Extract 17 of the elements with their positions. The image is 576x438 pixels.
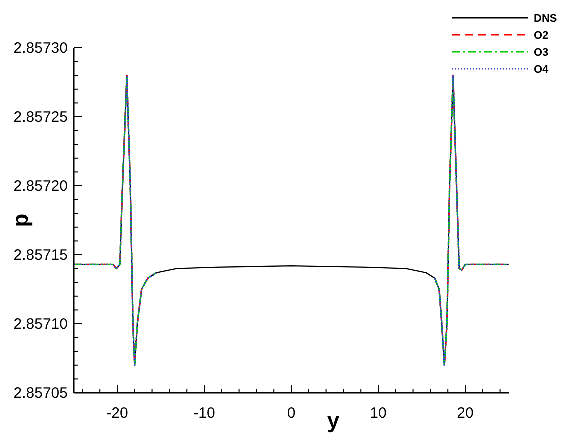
y-tick-label: 2.85725 (14, 109, 68, 126)
y-axis-title: p (8, 214, 33, 228)
x-axis-title: y (327, 408, 340, 433)
y-tick-label: 2.85705 (14, 385, 68, 402)
y-tick-label: 2.85710 (14, 316, 68, 333)
text: DNS (534, 13, 558, 25)
x-tick-label: -20 (106, 405, 128, 422)
x-tick-label: 0 (287, 405, 296, 422)
y-tick-label: 2.85720 (14, 178, 68, 195)
y-tick-label: 2.85715 (14, 247, 68, 264)
x-tick-label: 20 (457, 405, 474, 422)
x-tick-label: -10 (194, 405, 216, 422)
text: O3 (534, 47, 549, 59)
text: O2 (534, 30, 549, 42)
y-tick-label: 2.85730 (14, 40, 68, 57)
text: O4 (534, 64, 550, 76)
x-tick-label: 10 (370, 405, 387, 422)
